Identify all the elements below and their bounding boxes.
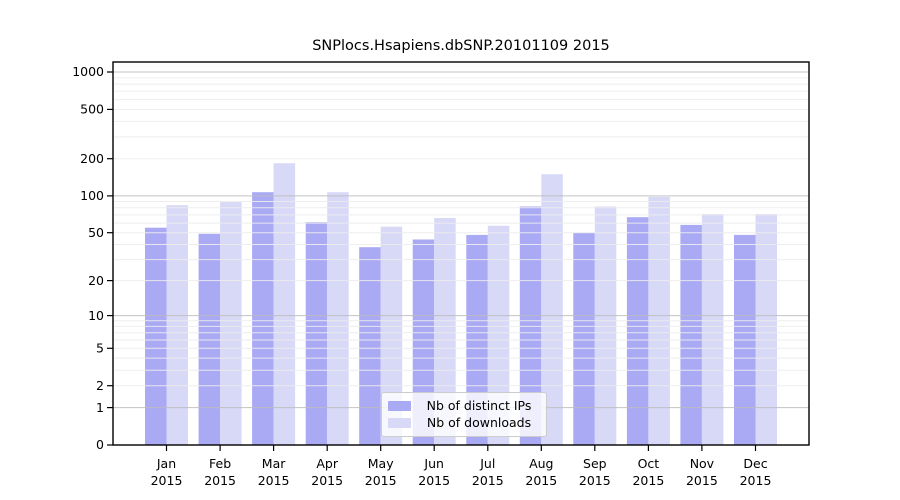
bar-nb-of-downloads-jun xyxy=(434,218,456,445)
y-tick-label: 2 xyxy=(96,378,104,393)
bar-nb-of-distinct-ips-jan xyxy=(145,227,167,445)
bar-nb-of-distinct-ips-feb xyxy=(198,233,221,445)
plot-border xyxy=(112,61,810,446)
x-tick-label-month: May xyxy=(368,456,394,471)
x-tick-label-year: 2015 xyxy=(365,473,397,488)
y-tick-label: 5 xyxy=(96,341,104,356)
x-tick-label-month: Dec xyxy=(743,456,767,471)
bar-nb-of-distinct-ips-mar xyxy=(252,192,274,445)
x-tick-label-year: 2015 xyxy=(579,473,611,488)
x-tick-label-month: Mar xyxy=(262,456,286,471)
y-tick-label: 50 xyxy=(88,225,104,240)
x-tick-label-year: 2015 xyxy=(418,473,450,488)
y-tick-label: 0 xyxy=(96,437,104,452)
chart-title: SNPlocs.Hsapiens.dbSNP.20101109 2015 xyxy=(312,38,610,54)
x-tick-label-month: Sep xyxy=(583,456,607,471)
x-tick-label-month: Apr xyxy=(316,456,338,471)
x-tick-label-month: Feb xyxy=(209,456,231,471)
y-tick-label: 20 xyxy=(88,273,104,288)
legend-entry-distinct-ips: Nb of distinct IPs xyxy=(388,397,538,414)
x-tick-label-month: Jan xyxy=(156,456,176,471)
y-tick-label: 200 xyxy=(80,151,104,166)
bar-nb-of-distinct-ips-apr xyxy=(305,222,328,445)
legend: Nb of distinct IPs Nb of downloads xyxy=(381,392,547,437)
bar-nb-of-downloads-nov xyxy=(701,214,724,445)
bar-nb-of-downloads-may xyxy=(380,226,403,445)
y-tick-label: 100 xyxy=(80,188,104,203)
x-tick-label-year: 2015 xyxy=(151,473,183,488)
bar-nb-of-distinct-ips-oct xyxy=(626,217,649,445)
legend-swatch-distinct-ips xyxy=(388,400,411,411)
bar-nb-of-downloads-sep xyxy=(594,206,617,445)
legend-swatch-downloads xyxy=(388,417,411,428)
x-tick-label-year: 2015 xyxy=(204,473,236,488)
bar-nb-of-distinct-ips-sep xyxy=(573,232,595,445)
bar-nb-of-downloads-apr xyxy=(327,192,349,445)
x-tick-label-month: Nov xyxy=(690,456,715,471)
y-tick-label: 1000 xyxy=(72,64,104,79)
x-tick-label-month: Jul xyxy=(479,456,495,471)
legend-label-distinct-ips: Nb of distinct IPs xyxy=(426,398,532,413)
bar-nb-of-downloads-mar xyxy=(273,163,296,445)
bar-nb-of-downloads-jan xyxy=(166,205,188,445)
x-tick-label-month: Jun xyxy=(423,456,444,471)
x-tick-label-year: 2015 xyxy=(258,473,290,488)
bar-nb-of-distinct-ips-may xyxy=(359,247,381,445)
x-tick-label-month: Oct xyxy=(638,456,660,471)
bar-nb-of-distinct-ips-nov xyxy=(680,224,702,445)
x-tick-label-month: Aug xyxy=(529,456,553,471)
y-tick-label: 10 xyxy=(88,308,104,323)
x-tick-label-year: 2015 xyxy=(686,473,718,488)
y-tick-label: 1 xyxy=(96,400,104,415)
x-tick-label-year: 2015 xyxy=(632,473,664,488)
y-tick-label: 500 xyxy=(80,102,104,117)
legend-entry-downloads: Nb of downloads xyxy=(388,414,538,431)
x-tick-label-year: 2015 xyxy=(740,473,772,488)
bar-nb-of-downloads-aug xyxy=(541,174,563,445)
legend-label-downloads: Nb of downloads xyxy=(426,415,532,430)
x-tick-label-year: 2015 xyxy=(472,473,504,488)
x-tick-label-year: 2015 xyxy=(311,473,343,488)
bar-nb-of-downloads-dec xyxy=(755,214,777,445)
bar-nb-of-downloads-feb xyxy=(220,202,242,445)
x-tick-label-year: 2015 xyxy=(525,473,557,488)
